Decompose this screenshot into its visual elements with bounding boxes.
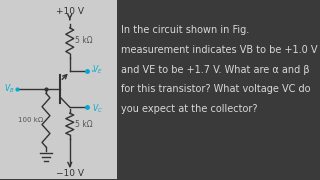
Text: and VE to be +1.7 V. What are α and β: and VE to be +1.7 V. What are α and β — [121, 65, 309, 75]
Text: 5 kΩ: 5 kΩ — [75, 36, 93, 45]
Text: measurement indicates VB to be +1.0 V: measurement indicates VB to be +1.0 V — [121, 45, 317, 55]
Text: +10 V: +10 V — [56, 7, 84, 16]
Text: In the circuit shown in Fig.: In the circuit shown in Fig. — [121, 25, 249, 35]
Text: $V_B$: $V_B$ — [4, 82, 14, 95]
Text: 5 kΩ: 5 kΩ — [75, 120, 93, 129]
Text: $V_E$: $V_E$ — [92, 63, 103, 76]
Text: 100 kΩ: 100 kΩ — [18, 117, 43, 123]
Text: you expect at the collector?: you expect at the collector? — [121, 104, 257, 114]
Text: $\circ$: $\circ$ — [90, 68, 94, 73]
Text: −10 V: −10 V — [56, 169, 84, 178]
Text: $V_C$: $V_C$ — [92, 103, 103, 115]
Text: for this transistor? What voltage VC do: for this transistor? What voltage VC do — [121, 84, 310, 94]
Bar — [0, 0, 117, 179]
